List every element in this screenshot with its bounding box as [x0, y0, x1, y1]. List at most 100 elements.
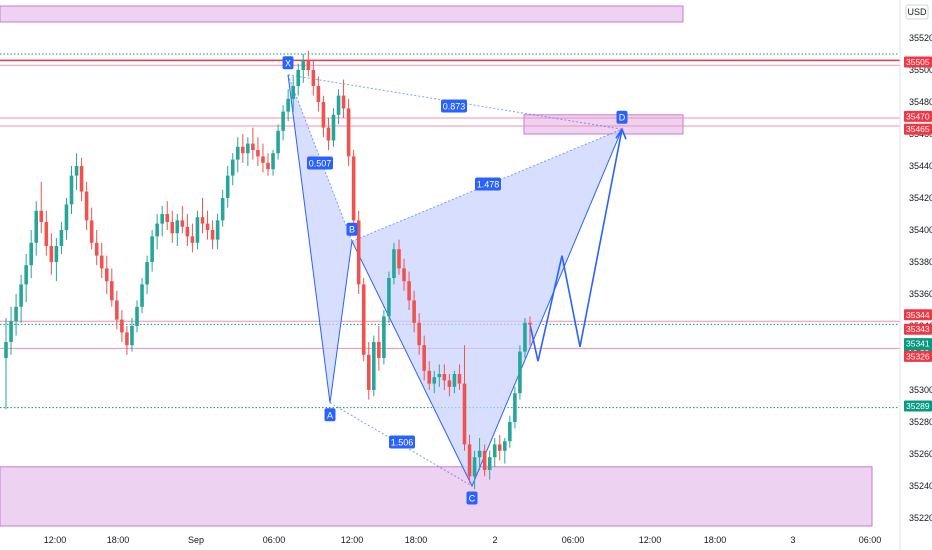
candle-body: [402, 268, 406, 282]
candle: [190, 223, 195, 253]
candle: [104, 255, 109, 294]
candle: [59, 222, 64, 254]
price-tick-label: 35260: [909, 449, 932, 459]
candle-body: [492, 444, 497, 458]
pattern-point-c: C: [466, 491, 478, 505]
candle: [467, 434, 472, 483]
price-tag-value: 35344: [906, 310, 930, 320]
candle-body: [432, 377, 437, 384]
price-tag: 35505: [904, 56, 932, 68]
supply-demand-zone: [523, 114, 684, 135]
candle: [462, 345, 467, 451]
candle-body: [528, 322, 532, 325]
candle-body: [382, 316, 386, 358]
candle-body: [487, 457, 492, 470]
candle: [457, 364, 462, 390]
candle-body: [266, 162, 270, 170]
candle-body: [387, 278, 391, 317]
ratio-label: 1.478: [477, 180, 500, 190]
candle: [528, 316, 532, 346]
price-tag: 35344: [904, 309, 932, 321]
price-tick-label: 35420: [909, 193, 932, 203]
supply-demand-zone: [0, 466, 873, 527]
candle: [155, 214, 159, 250]
pattern-point-label: X: [285, 58, 291, 68]
projection-path[interactable]: [529, 129, 623, 362]
candle-body: [210, 230, 215, 240]
pattern-labels: X A B C D 0.873 0.507 1.478 1.506: [282, 56, 628, 505]
candle: [120, 310, 124, 342]
candle: [19, 274, 23, 323]
candle: [99, 242, 104, 278]
candle-body: [34, 210, 39, 243]
time-tick-label: 12:00: [44, 535, 67, 545]
candle: [150, 230, 154, 272]
candle-body: [110, 281, 114, 301]
candle-body: [407, 281, 411, 301]
candle: [246, 137, 250, 166]
candle: [316, 76, 321, 112]
time-tick-label: Sep: [188, 535, 204, 545]
ratio-badge: 1.478: [475, 177, 501, 191]
time-tick-label: 06:00: [562, 535, 585, 545]
candle-body: [457, 374, 462, 384]
price-tag-value: 35326: [906, 351, 930, 361]
time-tick-label: 18:00: [704, 535, 727, 545]
price-tags: 35505354703546535344353433534110:3935326…: [904, 56, 932, 412]
candle: [447, 374, 452, 397]
candle-body: [316, 86, 321, 102]
candles-layer: [4, 50, 532, 490]
candle: [326, 118, 331, 150]
price-tick-label: 35520: [909, 33, 932, 43]
pattern-point-label: D: [619, 113, 626, 123]
candle-body: [246, 143, 250, 154]
candle-body: [523, 322, 527, 352]
candle-body: [472, 457, 477, 477]
candle: [84, 182, 89, 230]
price-tag: 35326: [904, 350, 932, 362]
pattern-point-b: B: [346, 222, 358, 236]
candle: [14, 294, 18, 336]
candle-body: [59, 230, 64, 246]
candle: [281, 105, 285, 141]
price-tag: 35289: [904, 400, 932, 412]
harmonic-pattern[interactable]: [287, 74, 627, 488]
price-tag-value: 35341: [906, 339, 930, 349]
candle-body: [331, 114, 336, 141]
candle-body: [140, 284, 144, 307]
candle: [230, 153, 235, 186]
price-tag-value: 35343: [906, 324, 930, 334]
candle-body: [44, 222, 49, 246]
time-axis[interactable]: 12:00 18:00 Sep 06:00 12:00 18:00 2 06:00 12:00 1…: [44, 535, 882, 545]
candle-body: [462, 383, 467, 445]
candle-body: [437, 374, 442, 378]
ratio-label: 1.506: [391, 438, 414, 448]
candle: [89, 207, 94, 250]
time-tick-label: 06:00: [859, 535, 882, 545]
price-tag-value: 35289: [906, 401, 930, 411]
candle: [427, 361, 432, 390]
pattern-point-a: A: [324, 408, 336, 422]
candle-body: [377, 342, 381, 358]
candle-body: [120, 319, 124, 333]
candle-body: [447, 380, 452, 387]
candle-body: [225, 175, 230, 198]
candle: [64, 198, 69, 240]
candle: [472, 450, 477, 490]
candle: [110, 268, 114, 307]
candle: [4, 318, 8, 410]
candle-body: [356, 220, 361, 285]
price-tick-label: 35400: [909, 225, 932, 235]
ratio-line-bd: [351, 128, 623, 242]
candle: [407, 271, 411, 310]
price-tag-value: 35505: [906, 57, 930, 67]
price-tag: 35343: [904, 323, 932, 335]
candle-body: [145, 262, 149, 285]
candle-body: [195, 217, 200, 243]
candle-body: [19, 284, 23, 307]
candle: [175, 214, 180, 246]
candle-body: [251, 143, 255, 150]
currency-badge[interactable]: USD: [905, 4, 929, 20]
